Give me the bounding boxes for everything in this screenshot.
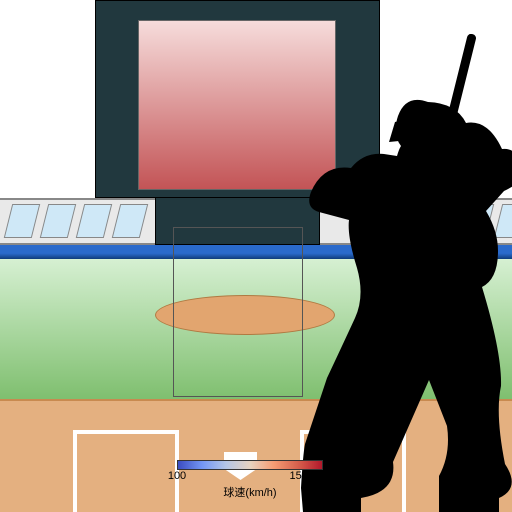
velocity-scale: 100150 球速(km/h) — [170, 460, 330, 500]
pitch-location-diagram: 100150 球速(km/h) — [0, 0, 512, 512]
velocity-scale-ticks: 100150 — [177, 470, 323, 484]
velocity-scale-tick: 100 — [168, 470, 186, 482]
strike-zone — [173, 227, 303, 397]
velocity-scale-label: 球速(km/h) — [170, 484, 330, 500]
velocity-scale-bar — [177, 460, 323, 470]
velocity-scale-tick: 150 — [289, 470, 307, 482]
dirt-edge — [0, 399, 512, 401]
scoreboard-screen — [138, 20, 336, 190]
batters-box-left — [73, 430, 179, 512]
